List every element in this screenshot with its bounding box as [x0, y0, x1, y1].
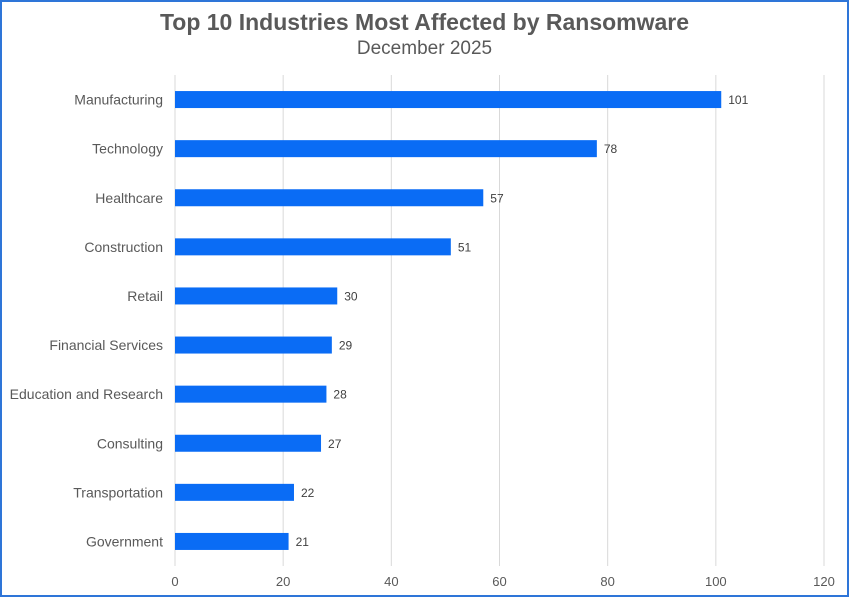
category-label: Transportation	[73, 484, 163, 500]
bar	[175, 189, 484, 207]
data-label: 29	[339, 339, 353, 353]
bar	[175, 483, 294, 501]
bar	[175, 140, 597, 158]
bars	[175, 91, 722, 550]
data-label: 22	[301, 486, 315, 500]
data-label: 57	[490, 191, 504, 205]
chart-subtitle: December 2025	[356, 38, 493, 59]
category-labels: Manufacturing Technology Healthcare Constru…	[10, 92, 164, 550]
category-label: Consulting	[97, 435, 163, 451]
x-tick-label: 100	[705, 574, 727, 589]
x-tick-label: 40	[384, 574, 398, 589]
bar	[175, 287, 338, 305]
data-label: 51	[458, 240, 472, 254]
data-label: 30	[344, 289, 358, 303]
x-tick-labels: 0 20 40 60 80 100 120	[171, 574, 834, 589]
bar	[175, 532, 289, 550]
bar	[175, 238, 451, 256]
data-label: 101	[728, 93, 748, 107]
category-label: Government	[86, 533, 163, 549]
category-label: Healthcare	[95, 190, 163, 206]
category-label: Financial Services	[49, 337, 163, 353]
x-tick-label: 80	[600, 574, 614, 589]
data-label: 28	[333, 388, 347, 402]
bar	[175, 91, 722, 109]
x-tick-label: 20	[276, 574, 290, 589]
data-label: 27	[328, 437, 342, 451]
data-label: 78	[604, 142, 618, 156]
category-label: Manufacturing	[74, 92, 163, 108]
x-tick-label: 0	[171, 574, 178, 589]
category-label: Construction	[84, 239, 163, 255]
x-tick-label: 60	[492, 574, 506, 589]
bar	[175, 434, 322, 452]
data-labels: 101 78 57 51 30 29 28 27 22 21	[296, 93, 749, 549]
bar	[175, 385, 327, 403]
chart-title: Top 10 Industries Most Affected by Ranso…	[159, 9, 690, 35]
category-label: Retail	[127, 288, 163, 304]
x-tick-label: 120	[813, 574, 835, 589]
category-label: Education and Research	[10, 386, 163, 402]
data-label: 21	[296, 535, 310, 549]
bar	[175, 336, 332, 354]
category-label: Technology	[92, 141, 163, 157]
